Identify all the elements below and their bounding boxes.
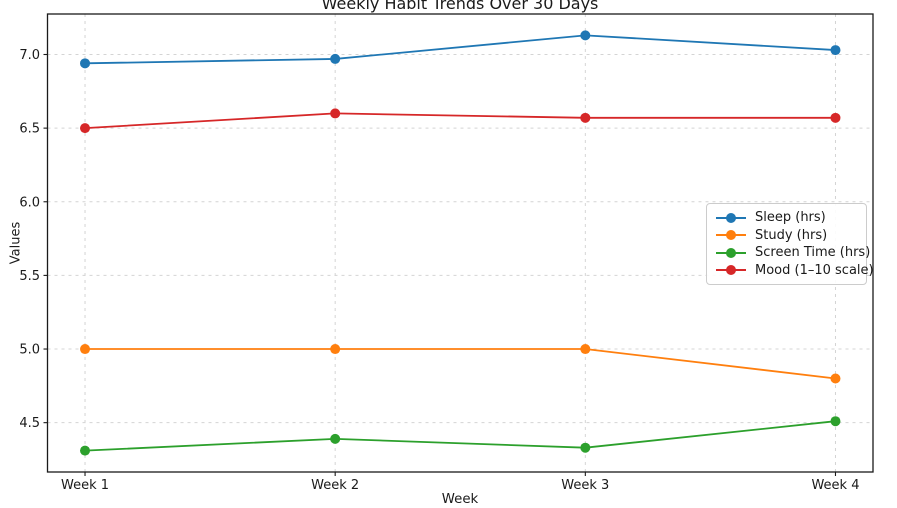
y-tick-label: 7.0 [19, 48, 40, 63]
x-tick-label: Week 3 [561, 478, 609, 493]
data-point-marker [580, 30, 591, 41]
series-line [85, 34, 836, 65]
legend-marker-icon [716, 212, 746, 223]
series-mood-1-10-scale [80, 108, 841, 134]
x-tick-label: Week 4 [811, 478, 859, 493]
axes-ticks: 4.5 5.0 5.5 6.0 6.5 7.0 Week 1 Week 2 Week 3 Week… [19, 48, 859, 493]
legend-marker-icon [716, 247, 746, 258]
series-line [85, 348, 836, 380]
y-tick-label: 5.0 [19, 343, 40, 358]
data-point-marker [580, 112, 591, 123]
y-axis-label: Values [8, 221, 24, 265]
data-point-marker [80, 445, 91, 456]
data-point-marker [80, 58, 91, 69]
legend-item-sleep-hrs: Sleep (hrs) [716, 209, 858, 227]
series-study-hrs [80, 344, 841, 384]
legend-item-screen-time-hrs: Screen Time (hrs) [716, 244, 870, 262]
legend-label: Study (hrs) [755, 227, 828, 243]
data-point-marker [830, 373, 841, 384]
series-screen-time-hrs [80, 416, 841, 456]
series-line [84, 112, 836, 130]
data-point-marker [330, 344, 341, 355]
y-tick-label: 6.5 [19, 122, 40, 137]
data-point-marker [580, 344, 591, 355]
data-point-marker [580, 442, 591, 453]
data-point-marker [830, 45, 841, 56]
legend-item-study-hrs: Study (hrs) [716, 227, 858, 245]
chart-title: Weekly Habit Trends Over 30 Days [321, 0, 599, 13]
legend-label: Screen Time (hrs) [755, 245, 871, 261]
legend-marker-icon [716, 230, 746, 241]
data-point-marker [830, 112, 841, 123]
legend-item-mood-1-10-scale: Mood (1–10 scale) [716, 262, 874, 280]
legend: Sleep (hrs) Study (hrs) Screen Time (hrs) M… [706, 203, 874, 285]
y-tick-label: 5.5 [19, 269, 40, 284]
x-tick-label: Week 2 [311, 478, 359, 493]
x-tick-label: Week 1 [61, 478, 109, 493]
legend-label: Sleep (hrs) [755, 210, 826, 226]
data-point-marker [330, 53, 341, 64]
data-point-marker [80, 123, 91, 134]
plot-frame [46, 13, 874, 473]
legend-marker-icon [716, 265, 746, 276]
legend-label: Mood (1–10 scale) [755, 262, 874, 278]
y-tick-label: 4.5 [19, 416, 40, 431]
series-line [84, 420, 836, 452]
y-tick-label: 6.0 [19, 195, 40, 210]
data-point-marker [330, 108, 341, 119]
data-point-marker [830, 416, 841, 427]
series-sleep-hrs [80, 30, 841, 69]
data-point-marker [80, 344, 91, 355]
data-point-marker [330, 433, 341, 444]
